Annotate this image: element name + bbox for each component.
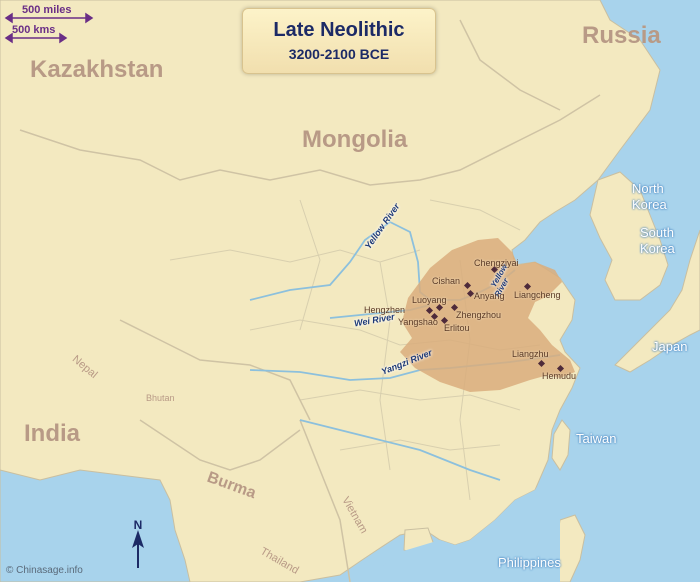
japan-island: [614, 229, 700, 373]
site-label-zhengzhou: Zhengzhou: [456, 310, 502, 320]
site-label-hengzhen: Hengzhen: [364, 305, 406, 315]
site-label-liangzhu: Liangzhu: [512, 349, 549, 359]
south-china-sea: [360, 470, 560, 582]
country-label-north-korea-2: Korea: [632, 197, 667, 212]
site-marker-erlitou: [440, 316, 449, 325]
country-label-japan: Japan: [652, 339, 688, 354]
country-label-taiwan: Taiwan: [576, 431, 617, 446]
site-marker-liangcheng: [523, 282, 532, 291]
bay-of-bengal: [0, 469, 191, 582]
north-letter: N: [133, 518, 143, 532]
site-label-luoyang: Luoyang: [412, 295, 447, 305]
site-marker-hengzhen: [425, 306, 434, 315]
country-label-philippines: Philippines: [498, 555, 561, 570]
credit-text: © Chinasage.info: [6, 565, 83, 576]
site-marker-liangzhu: [537, 359, 546, 368]
site-marker-chengziyai: [490, 265, 499, 274]
site-label-cishan: Cishan: [432, 276, 461, 286]
country-label-south-korea-2: Korea: [640, 241, 675, 256]
country-label-south-korea-1: South: [640, 225, 674, 240]
north-arrow-label: N: [128, 516, 148, 534]
site-label-erlitou: Erlitou: [444, 323, 470, 333]
site-label-liangcheng: Liangcheng: [514, 290, 561, 300]
map-dates: 3200-2100 BCE: [288, 46, 390, 62]
country-label-kazakhstan: Kazakhstan: [30, 56, 164, 83]
site-marker-hemudu: [556, 364, 565, 373]
site-label-chengziyai: Chengziyai: [474, 258, 519, 268]
site-marker-luoyang: [435, 303, 444, 312]
map-title-box: Late Neolithic 3200-2100 BCE: [242, 8, 436, 74]
scale-kms-label: 500 kms: [12, 24, 56, 36]
north-arrow-icon: [132, 530, 144, 568]
site-label-yangshao: Yangshao: [398, 317, 438, 327]
country-label-bhutan: Bhutan: [146, 393, 175, 403]
site-marker-cishan: [463, 281, 472, 290]
culture-area: [400, 238, 575, 392]
scale-miles-label: 500 miles: [22, 4, 72, 16]
country-label-mongolia: Mongolia: [302, 126, 408, 153]
site-marker-yangshao: [430, 312, 439, 321]
country-label-india: India: [24, 420, 81, 447]
taiwan-island: [551, 419, 571, 471]
scale-bars: [4, 12, 94, 44]
country-label-russia: Russia: [582, 22, 661, 49]
korea-peninsula: [589, 171, 669, 301]
site-label-anyang: Anyang: [474, 291, 505, 301]
site-label-hemudu: Hemudu: [542, 371, 577, 381]
country-borders: [19, 19, 601, 582]
site-marker-zhengzhou: [450, 303, 459, 312]
country-label-north-korea-1: North: [632, 181, 664, 196]
site-marker-anyang: [466, 289, 475, 298]
map-title: Late Neolithic: [273, 19, 405, 41]
site-markers: [425, 265, 565, 373]
